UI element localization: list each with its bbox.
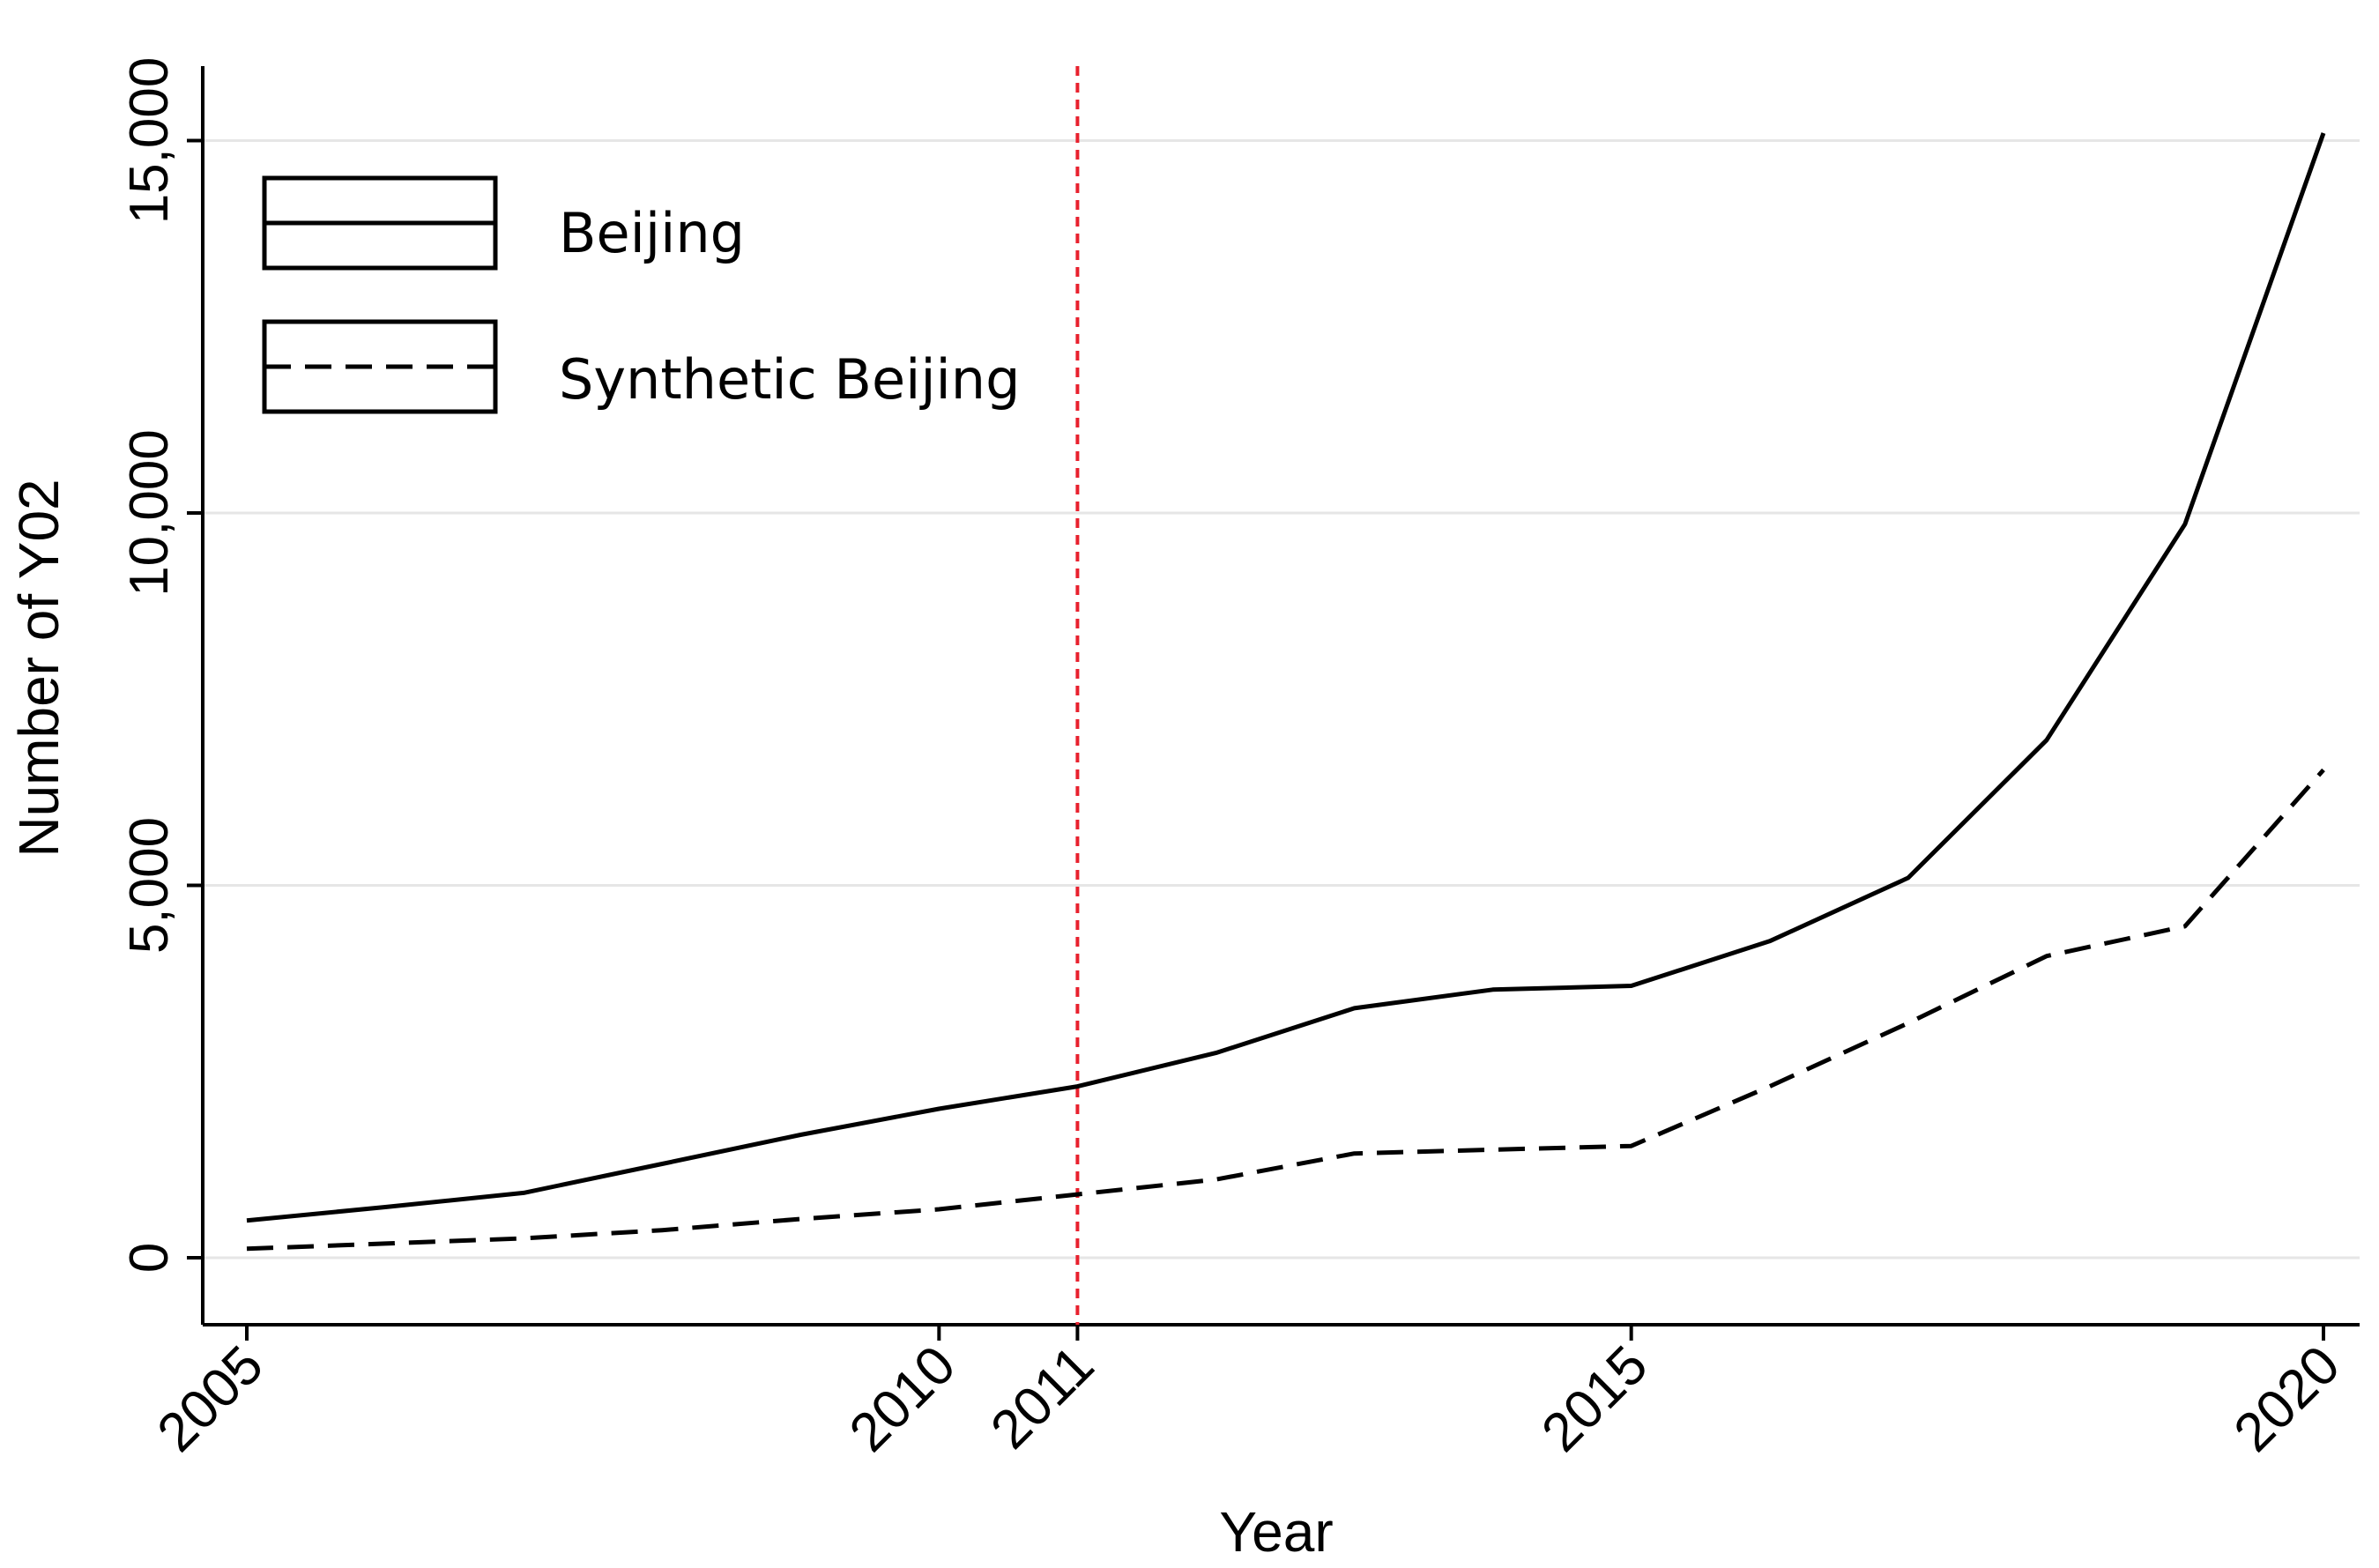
y-tick-label-1: 5,000 [119, 817, 180, 954]
data-point-1-12 [1906, 1021, 1911, 1026]
data-point-1-11 [1767, 1084, 1773, 1089]
legend-label-beijing: Beijing [559, 201, 745, 265]
y-tick-label-3: 15,000 [119, 57, 180, 225]
data-point-0-4 [798, 1133, 803, 1138]
data-point-1-8 [1352, 1151, 1357, 1156]
data-point-0-14 [2182, 522, 2188, 527]
legend: Beijing Synthetic Beijing [262, 175, 1020, 414]
legend-label-synthetic-beijing: Synthetic Beijing [559, 347, 1020, 412]
x-tick-label-2: 2011 [979, 1334, 1105, 1460]
data-point-1-6 [1074, 1192, 1080, 1197]
data-point-0-12 [1906, 875, 1911, 881]
data-point-0-3 [659, 1161, 665, 1166]
y-tick-label-0: 0 [119, 1243, 180, 1273]
x-tick-label-3: 2015 [1530, 1334, 1659, 1463]
data-point-1-10 [1629, 1143, 1634, 1148]
x-axis-title: Year [1219, 1500, 1333, 1564]
data-point-1-1 [383, 1241, 388, 1246]
data-point-1-9 [1491, 1147, 1496, 1152]
series-line-beijing [246, 132, 2326, 1223]
data-point-1-0 [244, 1246, 249, 1252]
series-line-synthetic-beijing [246, 768, 2325, 1252]
data-point-0-2 [521, 1190, 526, 1195]
x-tick-label-0: 2005 [146, 1334, 275, 1463]
y-axis-title: Number of Y02 [7, 479, 71, 857]
data-point-0-9 [1491, 987, 1496, 992]
data-point-0-7 [1213, 1051, 1218, 1056]
data-point-1-15 [2321, 767, 2326, 772]
data-point-1-14 [2182, 924, 2188, 929]
data-point-0-1 [383, 1204, 388, 1209]
data-point-1-4 [798, 1216, 803, 1222]
y-tick-label-2: 10,000 [119, 429, 180, 597]
data-point-0-0 [244, 1218, 249, 1223]
data-point-0-6 [1074, 1084, 1080, 1089]
data-point-1-5 [936, 1207, 941, 1212]
data-point-1-2 [521, 1236, 526, 1241]
x-tick-label-4: 2020 [2223, 1334, 2352, 1463]
data-point-0-10 [1629, 984, 1634, 989]
gridlines [203, 138, 2360, 1260]
data-point-0-8 [1352, 1006, 1357, 1011]
axes [201, 66, 2360, 1326]
data-point-1-13 [2044, 954, 2049, 959]
series-layer [244, 130, 2326, 1252]
data-point-0-11 [1767, 939, 1773, 944]
x-tick-label-1: 2010 [838, 1334, 967, 1463]
data-point-0-5 [936, 1106, 941, 1111]
data-point-1-7 [1213, 1177, 1218, 1182]
data-point-0-15 [2321, 130, 2326, 136]
data-point-0-13 [2044, 738, 2049, 743]
data-point-1-3 [659, 1228, 665, 1233]
legend-key-synthetic-beijing-box [262, 319, 498, 414]
